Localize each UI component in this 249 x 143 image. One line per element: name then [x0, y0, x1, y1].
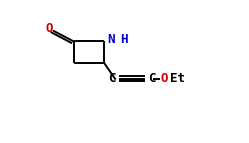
- Text: N: N: [107, 33, 115, 46]
- Text: O: O: [161, 72, 169, 85]
- Text: Et: Et: [171, 72, 186, 85]
- Text: C: C: [109, 72, 116, 85]
- Text: O: O: [46, 22, 53, 35]
- Text: H: H: [121, 33, 128, 46]
- Text: C: C: [148, 72, 155, 85]
